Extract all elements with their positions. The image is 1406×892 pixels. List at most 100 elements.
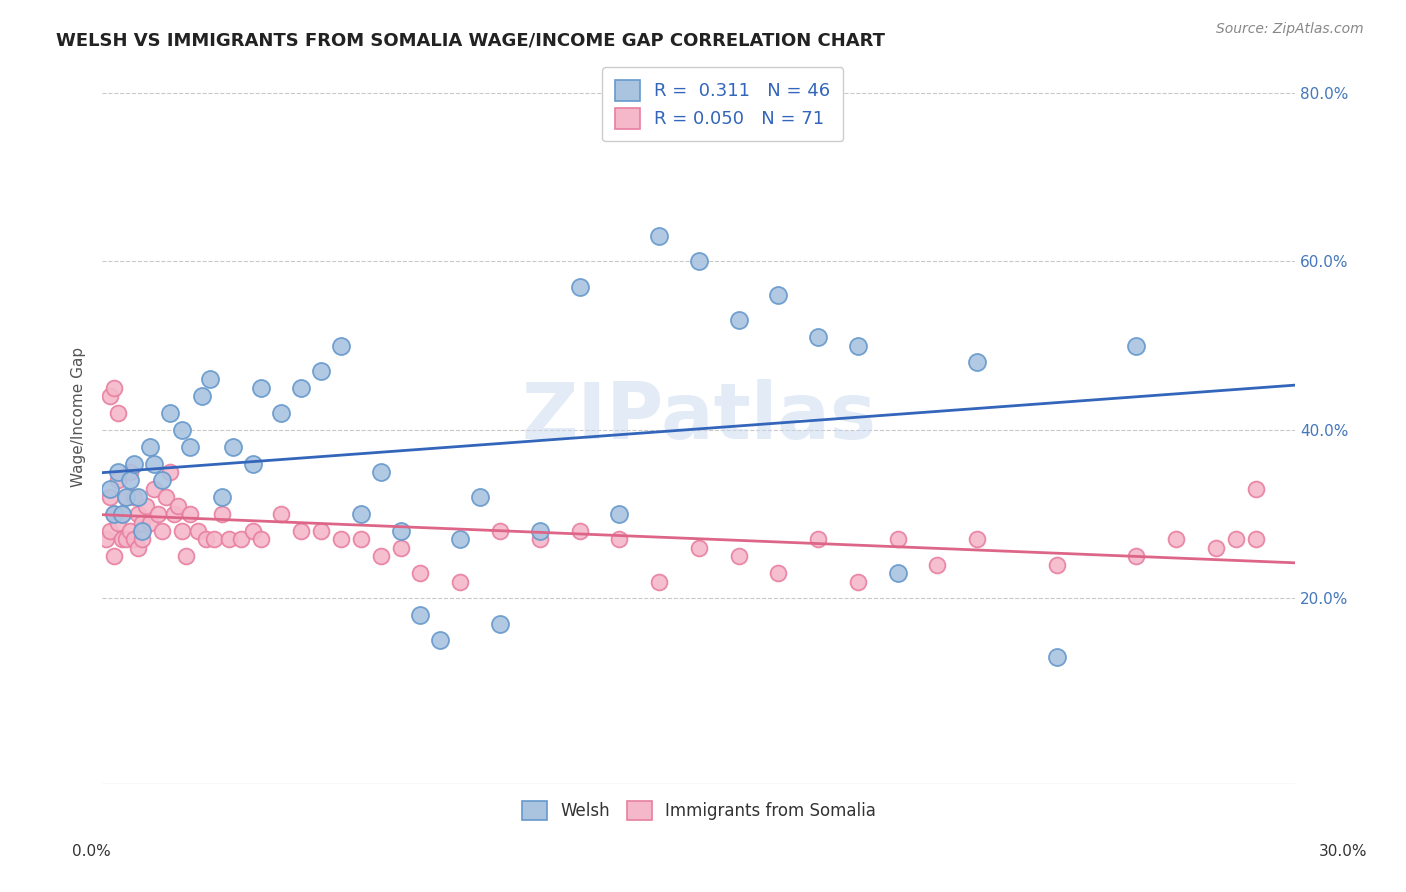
Point (194, 533, 217, 547)
Point (231, 533, 253, 547)
Point (118, 524, 141, 538)
Point (127, 490, 149, 504)
Point (1046, 558, 1069, 572)
Point (886, 566, 908, 580)
Point (489, 616, 512, 631)
Point (115, 533, 138, 547)
Point (166, 499, 188, 513)
Point (107, 516, 129, 530)
Point (1046, 650, 1069, 665)
Point (966, 355, 988, 369)
Point (139, 440, 162, 454)
Point (468, 490, 491, 504)
Point (927, 558, 949, 572)
Point (449, 574, 471, 589)
Point (211, 490, 233, 504)
Point (122, 533, 145, 547)
Point (270, 406, 292, 420)
Point (727, 549, 749, 564)
Point (807, 330, 830, 344)
Point (846, 338, 869, 352)
Point (159, 406, 181, 420)
Point (607, 533, 630, 547)
Point (187, 524, 209, 538)
Point (768, 566, 790, 580)
Point (1125, 549, 1147, 564)
Point (1244, 533, 1267, 547)
Point (449, 533, 471, 547)
Point (222, 440, 245, 454)
Point (103, 381, 125, 395)
Point (211, 507, 233, 521)
Point (329, 533, 352, 547)
Point (309, 364, 332, 378)
Point (409, 608, 432, 623)
Point (370, 549, 392, 564)
Point (131, 516, 153, 530)
Point (131, 524, 153, 538)
Point (290, 524, 312, 538)
Point (290, 381, 312, 395)
Point (98, 490, 121, 504)
Point (688, 541, 710, 555)
Text: 0.0%: 0.0% (72, 845, 111, 859)
Text: ZIPatlas: ZIPatlas (522, 379, 876, 455)
Point (139, 516, 162, 530)
Point (107, 474, 129, 488)
Point (115, 490, 138, 504)
Point (155, 490, 177, 504)
Point (127, 507, 149, 521)
Point (96, 533, 118, 547)
Point (529, 524, 551, 538)
Point (98, 524, 121, 538)
Point (98, 389, 121, 403)
Point (198, 372, 221, 386)
Point (127, 541, 149, 555)
Point (142, 457, 165, 471)
Point (98, 482, 121, 496)
Point (688, 254, 710, 268)
Point (179, 507, 201, 521)
Point (409, 566, 432, 580)
Point (179, 440, 201, 454)
Point (135, 499, 157, 513)
Point (568, 524, 591, 538)
Point (242, 524, 264, 538)
Point (1205, 541, 1227, 555)
Point (103, 549, 125, 564)
Point (966, 533, 988, 547)
Point (329, 338, 352, 352)
Text: WELSH VS IMMIGRANTS FROM SOMALIA WAGE/INCOME GAP CORRELATION CHART: WELSH VS IMMIGRANTS FROM SOMALIA WAGE/IN… (56, 31, 886, 49)
Point (389, 524, 412, 538)
Point (131, 533, 153, 547)
Point (174, 549, 197, 564)
Text: Source: ZipAtlas.com: Source: ZipAtlas.com (1216, 22, 1364, 37)
Y-axis label: Wage/Income Gap: Wage/Income Gap (72, 347, 86, 487)
Point (111, 507, 134, 521)
Point (250, 533, 273, 547)
Point (111, 507, 134, 521)
Point (648, 229, 671, 244)
Point (807, 533, 830, 547)
Point (529, 533, 551, 547)
Point (1125, 338, 1147, 352)
Point (768, 288, 790, 302)
Point (115, 490, 138, 504)
Point (150, 474, 173, 488)
Point (103, 507, 125, 521)
Point (111, 533, 134, 547)
Point (1244, 482, 1267, 496)
Point (350, 533, 373, 547)
Point (146, 507, 169, 521)
Point (270, 507, 292, 521)
Point (170, 524, 193, 538)
Point (159, 465, 181, 479)
Point (648, 574, 671, 589)
Point (429, 633, 451, 648)
Point (218, 533, 240, 547)
Point (568, 279, 591, 293)
Point (846, 574, 869, 589)
Point (242, 457, 264, 471)
Point (202, 533, 225, 547)
Point (107, 406, 129, 420)
